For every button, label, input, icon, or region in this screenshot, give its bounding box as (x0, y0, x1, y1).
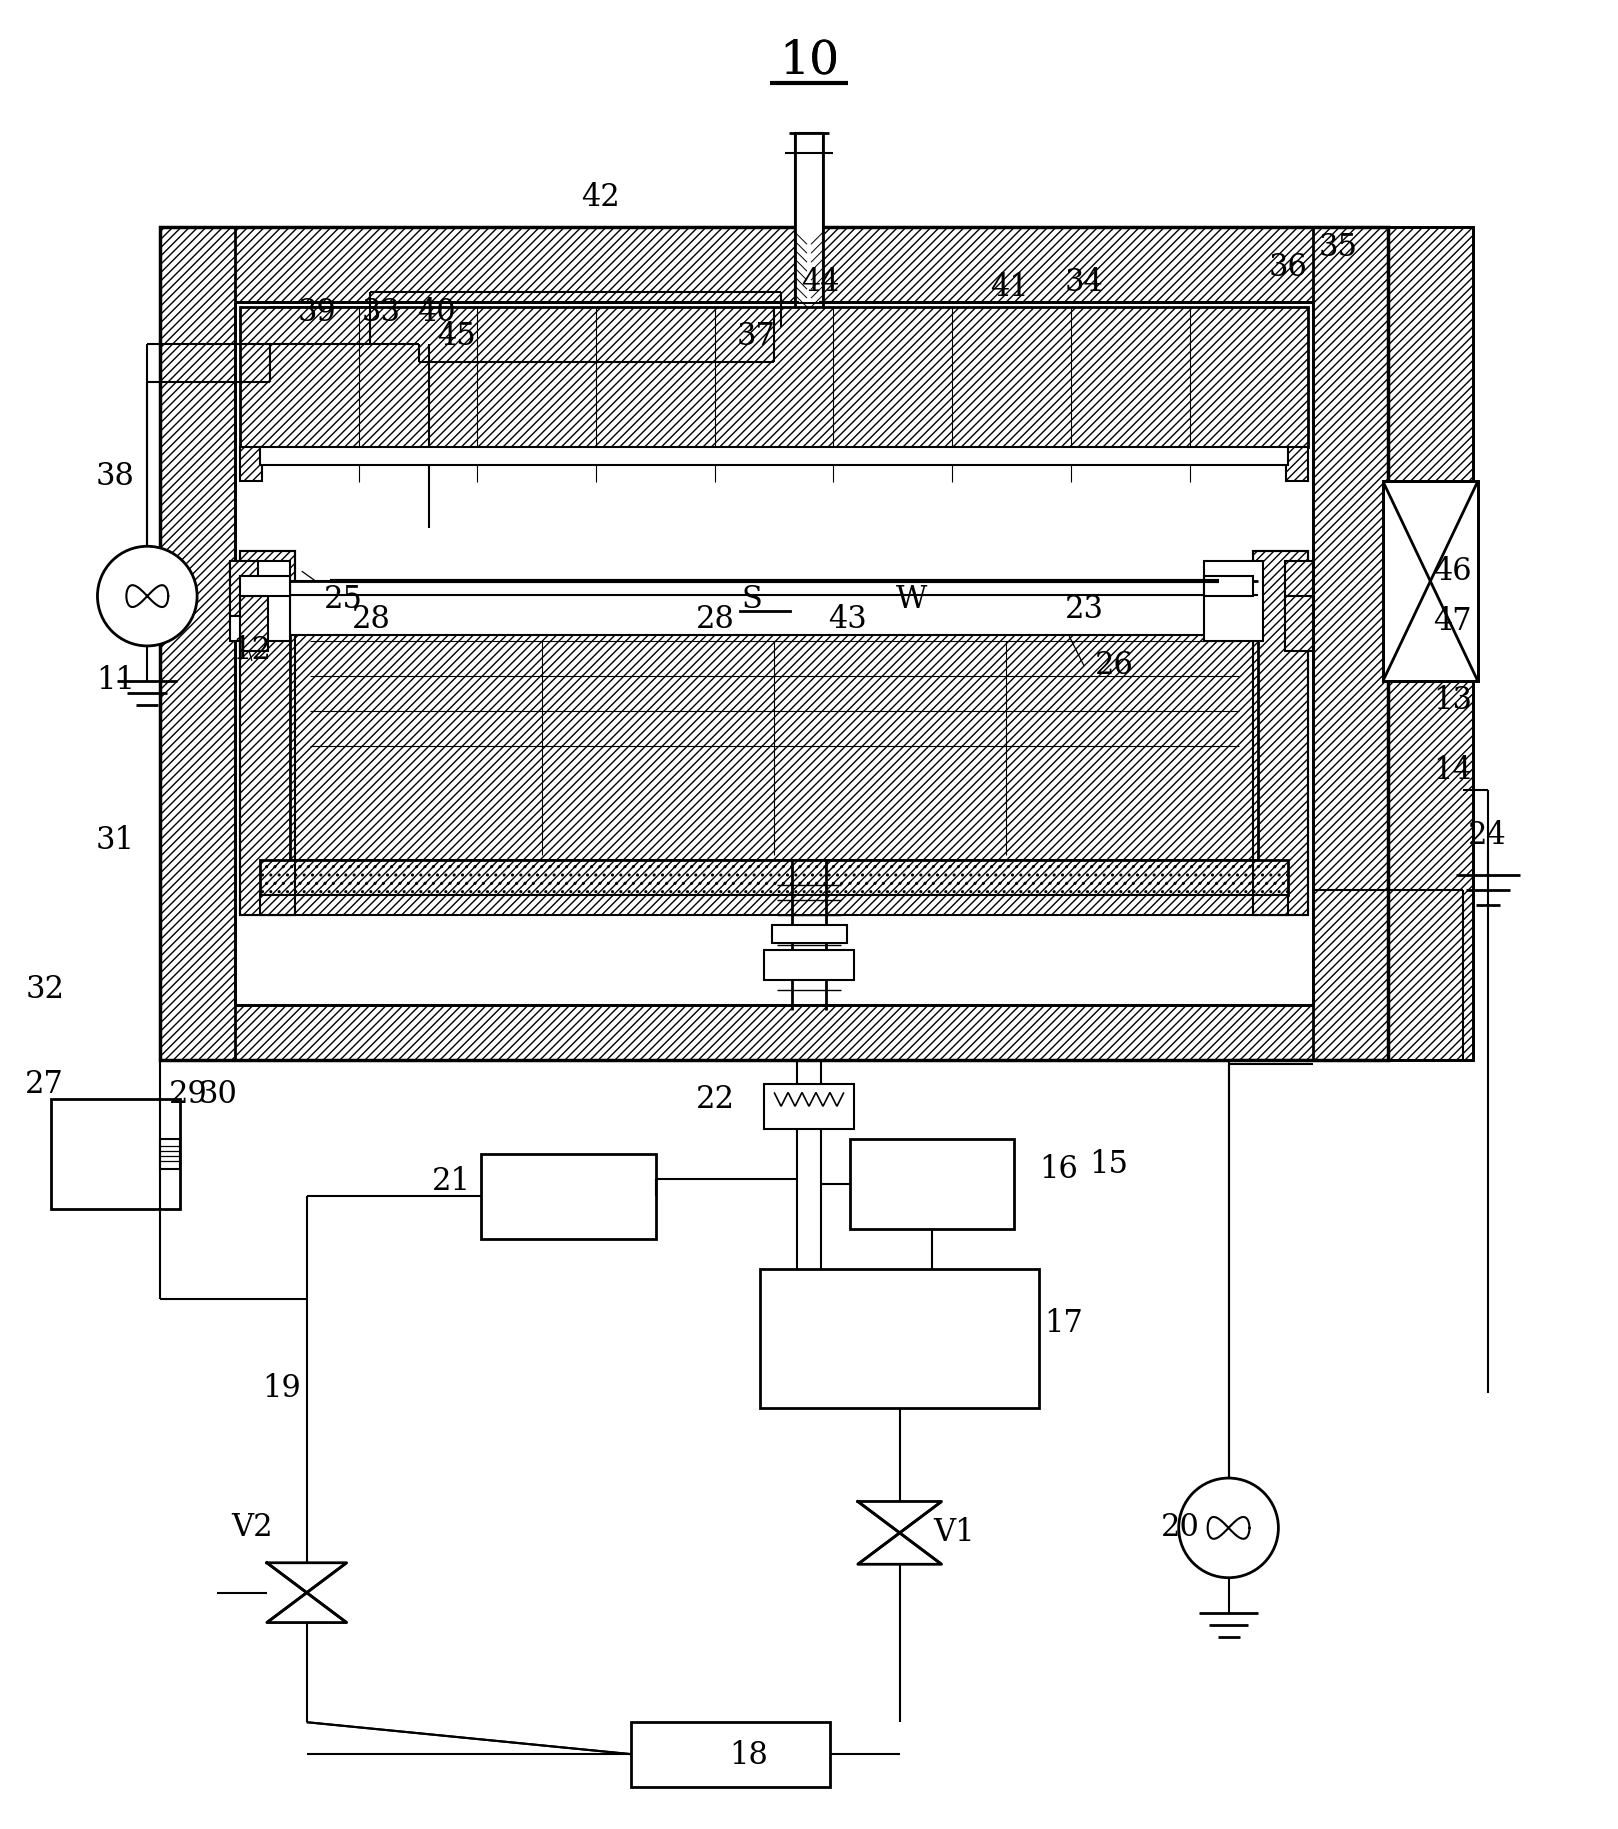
Circle shape (1180, 1478, 1278, 1578)
Bar (239, 446, 262, 481)
Text: 31: 31 (95, 825, 134, 856)
Bar (849, 1139, 1014, 1229)
Bar (764, 949, 854, 980)
Bar (1383, 481, 1477, 680)
Text: 26: 26 (1094, 651, 1133, 682)
Text: 10: 10 (778, 38, 840, 84)
Bar (160, 1004, 1388, 1059)
Bar (1388, 227, 1472, 1059)
Bar (481, 1154, 655, 1238)
Text: 15: 15 (1089, 1149, 1128, 1180)
Bar (1314, 227, 1388, 1059)
Bar (239, 596, 269, 651)
Text: 11: 11 (95, 666, 134, 697)
Text: 29: 29 (168, 1079, 207, 1110)
Bar (799, 134, 819, 302)
Text: 19: 19 (262, 1374, 301, 1405)
Bar (1254, 551, 1309, 914)
Text: 21: 21 (432, 1165, 471, 1196)
Text: 16: 16 (1040, 1154, 1079, 1185)
Bar (1286, 446, 1309, 481)
Text: 24: 24 (1468, 819, 1506, 850)
Bar (1285, 596, 1314, 651)
Text: 25: 25 (324, 583, 362, 615)
Bar (239, 551, 294, 914)
Bar (239, 307, 1309, 446)
Bar (1285, 562, 1314, 616)
Bar (260, 894, 1288, 914)
Text: 28: 28 (353, 604, 392, 635)
Bar (290, 582, 1259, 635)
Bar (1204, 576, 1254, 596)
Text: 45: 45 (437, 322, 476, 353)
Bar (1388, 227, 1472, 1059)
Bar (631, 1723, 830, 1787)
Bar (160, 227, 1388, 302)
Text: S: S (741, 583, 762, 615)
Bar (764, 1085, 854, 1128)
Text: 43: 43 (828, 604, 867, 635)
Bar (239, 576, 290, 596)
Bar (1383, 481, 1477, 680)
Text: 42: 42 (581, 181, 620, 212)
Text: 14: 14 (1434, 755, 1472, 786)
Text: 23: 23 (1065, 594, 1103, 624)
Bar (260, 860, 1288, 894)
Text: 47: 47 (1434, 605, 1472, 636)
Polygon shape (858, 1502, 942, 1564)
Text: 33: 33 (362, 296, 401, 327)
Text: V1: V1 (934, 1518, 976, 1549)
Text: 35: 35 (1319, 232, 1358, 263)
Text: V2: V2 (231, 1513, 273, 1544)
Text: 34: 34 (1065, 267, 1103, 298)
Text: 18: 18 (728, 1739, 767, 1770)
Text: 38: 38 (95, 461, 134, 492)
Text: 36: 36 (1269, 252, 1307, 283)
Bar (160, 227, 235, 1059)
Circle shape (97, 547, 197, 646)
Text: 37: 37 (736, 322, 775, 353)
Bar (1204, 562, 1264, 640)
Bar (239, 551, 294, 914)
Bar (290, 622, 1259, 860)
Bar (160, 227, 1388, 1059)
Text: 12: 12 (233, 635, 272, 666)
Text: 10: 10 (778, 38, 840, 84)
Bar (1254, 551, 1309, 914)
Bar (260, 446, 1288, 465)
Text: 20: 20 (1162, 1513, 1201, 1544)
Text: 22: 22 (696, 1085, 735, 1116)
Bar (230, 562, 290, 640)
Text: 30: 30 (199, 1079, 238, 1110)
Bar (794, 134, 824, 302)
Text: 46: 46 (1434, 556, 1472, 587)
Bar (270, 307, 369, 382)
Bar (50, 1099, 180, 1209)
Polygon shape (267, 1562, 346, 1622)
Text: 44: 44 (801, 267, 840, 298)
Text: 41: 41 (990, 273, 1029, 302)
Bar (160, 1139, 180, 1169)
Text: 32: 32 (26, 975, 65, 1006)
Bar (230, 562, 257, 616)
Text: 13: 13 (1434, 686, 1472, 717)
Text: 28: 28 (696, 604, 735, 635)
Text: 40: 40 (417, 296, 456, 327)
Bar (772, 925, 846, 944)
Bar (760, 1269, 1039, 1408)
Text: W: W (896, 583, 927, 615)
Text: 27: 27 (26, 1068, 65, 1099)
Text: 17: 17 (1045, 1308, 1084, 1339)
Text: 39: 39 (298, 296, 337, 327)
